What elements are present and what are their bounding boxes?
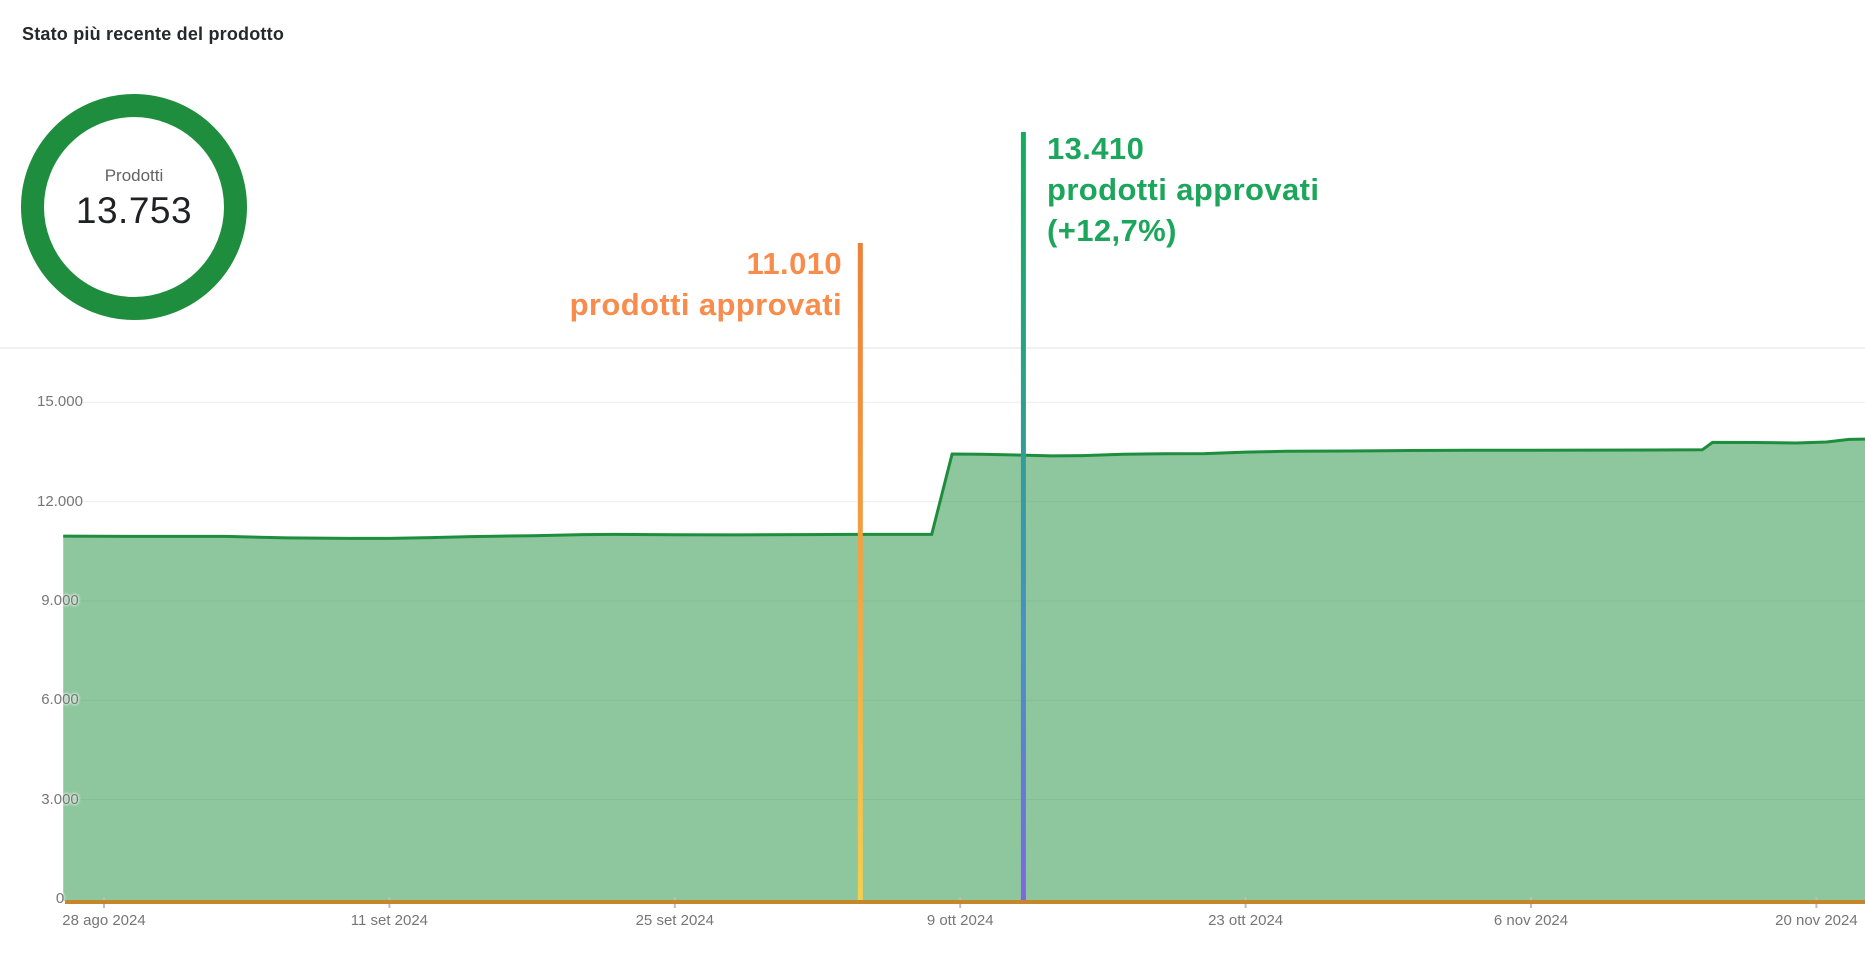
x-axis-label: 20 nov 2024: [1775, 912, 1858, 929]
y-axis-label: 12.000: [37, 492, 83, 510]
x-axis-label: 25 set 2024: [635, 912, 714, 929]
area-series-line: [63, 437, 1865, 540]
x-axis-label: 23 ott 2024: [1208, 912, 1284, 929]
donut-label: Prodotti: [104, 166, 164, 185]
page-title: Stato più recente del prodotto: [22, 24, 285, 44]
annotation-label: prodotti approvati: [1047, 172, 1320, 207]
y-axis-label: 15.000: [37, 393, 83, 411]
annotation-approved-before: 11.010 prodotti approvati: [570, 243, 842, 325]
x-axis-label: 11 set 2024: [350, 912, 429, 929]
annotation-label: prodotti approvati: [569, 287, 842, 322]
y-axis-label: 3.000: [41, 790, 79, 808]
annotation-value: 11.010: [746, 246, 842, 281]
x-axis-label: 6 nov 2024: [1493, 912, 1569, 929]
x-axis-label: 9 ott 2024: [926, 912, 994, 929]
donut-center: Prodotti 13.753: [76, 166, 192, 232]
y-axis-label: 9.000: [41, 591, 79, 609]
annotation-delta: (+12,7%): [1047, 213, 1177, 248]
x-axis-label: 28 ago 2024: [62, 912, 146, 929]
annotation-value: 13.410: [1047, 131, 1145, 166]
donut-value: 13.753: [75, 190, 193, 231]
y-axis-label: 0: [55, 890, 65, 907]
area-series-fill: [63, 439, 1865, 901]
y-axis-label: 6.000: [41, 691, 79, 709]
annotation-approved-after: 13.410 prodotti approvati (+12,7%): [1047, 128, 1319, 251]
